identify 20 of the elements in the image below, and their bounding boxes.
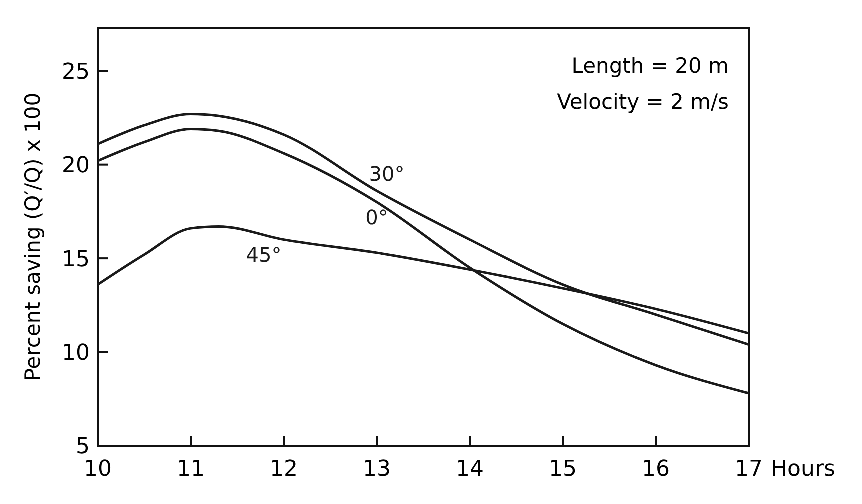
x-tick-label: 12 xyxy=(270,457,298,482)
y-axis-title: Percent saving (Q′/Q) x 100 xyxy=(21,92,45,382)
y-tick-label: 25 xyxy=(62,60,90,85)
x-tick-label: 14 xyxy=(456,457,484,482)
y-tick-label: 10 xyxy=(62,340,90,366)
x-tick-label: 17 xyxy=(735,457,763,482)
x-tick-label: 16 xyxy=(642,457,670,482)
series-label: 45° xyxy=(246,242,282,267)
y-tick-label: 5 xyxy=(76,434,90,460)
y-tick-label: 20 xyxy=(62,154,90,179)
x-axis-title: Hours xyxy=(771,457,836,482)
annotation: Length = 20 m xyxy=(572,54,729,78)
series-label: 30° xyxy=(369,162,405,186)
x-tick-label: 10 xyxy=(84,457,112,482)
x-tick-label: 13 xyxy=(363,457,391,482)
annotation: Velocity = 2 m/s xyxy=(557,90,729,114)
x-tick-label: 11 xyxy=(177,457,205,482)
series-label: 0° xyxy=(366,205,388,230)
x-tick-label: 15 xyxy=(549,457,577,482)
y-tick-label: 15 xyxy=(62,247,90,272)
